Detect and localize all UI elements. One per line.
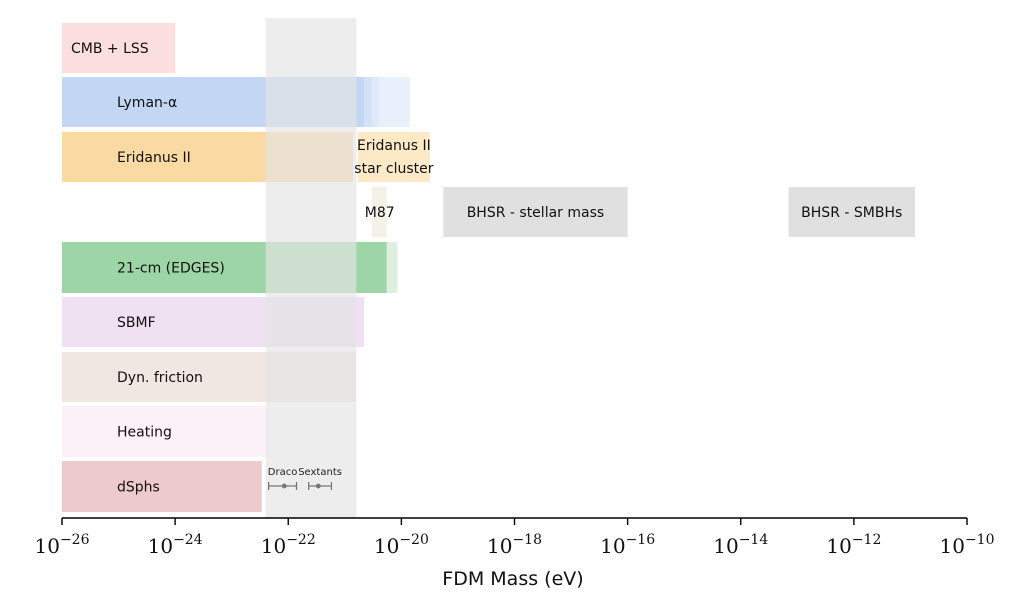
bar-1-segment-3: [378, 77, 410, 127]
x-tick-label-exponent-4: −18: [512, 532, 542, 548]
labels-layer: CMB + LSS Lyman-α Eridanus II Eridanus II st…: [71, 41, 902, 496]
x-tick-label-exponent-8: −10: [965, 532, 995, 548]
bar-1-segment-2: [371, 77, 379, 127]
bar-10-segment-0: [62, 406, 266, 457]
x-tick-label-exponent-7: −12: [852, 532, 882, 548]
x-tick-label-6: 10−14: [713, 532, 768, 558]
x-tick-label-2: 10−22: [261, 532, 316, 558]
x-tick-label-base-5: 10: [600, 534, 625, 558]
bar-label-11: dSphs: [117, 480, 160, 496]
bar-label-5: BHSR - stellar mass: [467, 205, 604, 221]
bar-label-9: Dyn. friction: [117, 370, 203, 386]
bar-label-10: Heating: [117, 425, 172, 441]
x-tick-label-base-7: 10: [826, 534, 851, 558]
x-tick-label-exponent-5: −16: [626, 532, 656, 548]
x-tick-label-base-2: 10: [261, 534, 286, 558]
error-point-label-0: Draco: [268, 467, 298, 478]
x-tick-label-7: 10−12: [826, 532, 881, 558]
bar-11-segment-0: [62, 461, 262, 512]
x-tick-label-1: 10−24: [148, 532, 203, 558]
highlight-band: [265, 18, 357, 518]
error-point-1: [315, 483, 321, 489]
x-tick-label-5: 10−16: [600, 532, 655, 558]
bar-7-segment-1: [386, 242, 398, 293]
x-tick-label-base-0: 10: [35, 534, 60, 558]
x-tick-label-0: 10−26: [35, 532, 90, 558]
bar-label-2: Eridanus II: [117, 150, 191, 166]
bar-label-6: BHSR - SMBHs: [801, 205, 902, 221]
bar-label-1: Lyman-α: [117, 95, 177, 111]
bar-label-4: M87: [365, 205, 395, 221]
bar-label-3: Eridanus II: [357, 138, 431, 154]
bar-4-segment-0: [371, 187, 387, 237]
x-axis: 10−26 10−24 10−22 10−20 10−18 10−16 10−14 10−12…: [35, 517, 995, 558]
x-tick-label-exponent-3: −20: [399, 532, 429, 548]
bar-5-segment-0: [443, 187, 628, 237]
bar-6-segment-0: [788, 187, 915, 237]
x-tick-label-base-4: 10: [487, 534, 512, 558]
highlight-band-layer: [265, 18, 357, 518]
x-tick-label-exponent-0: −26: [60, 532, 90, 548]
x-tick-label-base-6: 10: [713, 534, 738, 558]
x-tick-label-4: 10−18: [487, 532, 542, 558]
bar-0-segment-0: [62, 23, 176, 73]
x-tick-label-base-1: 10: [148, 534, 173, 558]
bar-label-7: 21-cm (EDGES): [117, 261, 225, 277]
error-point-0: [281, 483, 287, 489]
error-points-layer: Draco Sextants: [268, 467, 342, 490]
bar-1-segment-1: [364, 77, 372, 127]
x-tick-label-exponent-2: −22: [286, 532, 316, 548]
x-axis-label: FDM Mass (eV): [442, 568, 583, 590]
bar-label-3-line2: star cluster: [354, 161, 433, 177]
bar-3-segment-0: [357, 132, 430, 182]
x-tick-label-3: 10−20: [374, 532, 429, 558]
bar-label-0: CMB + LSS: [71, 41, 149, 57]
x-tick-label-base-3: 10: [374, 534, 399, 558]
error-point-label-1: Sextants: [298, 467, 342, 478]
bar-label-8: SBMF: [117, 315, 156, 331]
x-tick-label-exponent-6: −14: [739, 532, 769, 548]
x-tick-label-8: 10−10: [940, 532, 995, 558]
x-tick-label-base-8: 10: [940, 534, 965, 558]
x-tick-label-exponent-1: −24: [173, 532, 203, 548]
